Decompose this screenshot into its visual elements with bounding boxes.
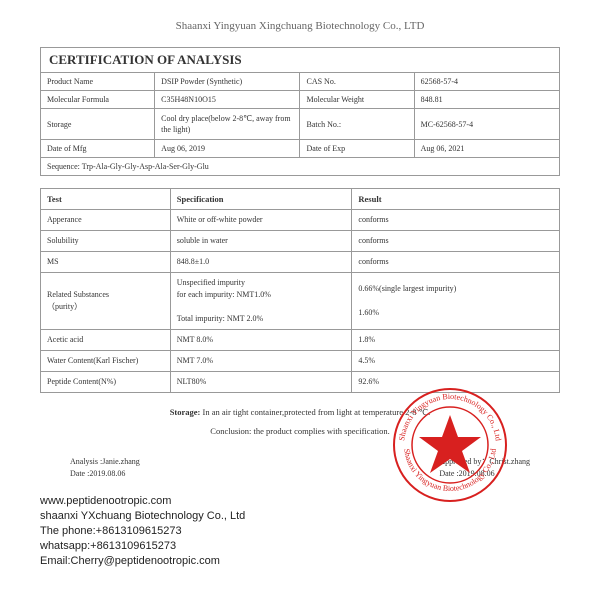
cell-label: Batch No.:	[300, 109, 414, 140]
contact-whatsapp: whatsapp:+8613109615273	[40, 539, 560, 554]
analysis-date: Date :2019.08.06	[70, 468, 140, 480]
table-row: Storage Cool dry place(below 2-8℃, away …	[41, 109, 560, 140]
table-row: Date of Mfg Aug 06, 2019 Date of Exp Aug…	[41, 140, 560, 158]
cell-label: CAS No.	[300, 73, 414, 91]
table-row: ApperanceWhite or off-white powderconfor…	[41, 210, 560, 231]
cell: NMT 7.0%	[170, 351, 352, 372]
conclusion: Conclusion: the product complies with sp…	[40, 426, 560, 436]
cell: Related Substances （purity）	[41, 273, 171, 330]
cell: 0.66%(single largest impurity) 1.60%	[352, 273, 560, 330]
storage-text: In an air tight container,protected from…	[200, 407, 430, 417]
cell: 848.8±1.0	[170, 252, 352, 273]
table-row: Peptide Content(N%)NLT80%92.6%	[41, 372, 560, 393]
company-header: Shaanxi Yingyuan Xingchuang Biotechnolog…	[40, 20, 560, 32]
sequence-row: Sequence: Trp-Ala-Gly-Gly-Asp-Ala-Ser-Gl…	[41, 158, 560, 176]
cell-value: C35H48N10O15	[155, 91, 300, 109]
cell-value: 62568-57-4	[414, 73, 559, 91]
cell: Water Content(Karl Fischer)	[41, 351, 171, 372]
cell-label: Storage	[41, 109, 155, 140]
cell: NMT 8.0%	[170, 330, 352, 351]
cell-value: Cool dry place(below 2-8℃, away from the…	[155, 109, 300, 140]
cell: Apperance	[41, 210, 171, 231]
approved-date: Date :2019.08.06	[439, 468, 530, 480]
cell: soluble in water	[170, 231, 352, 252]
cell: conforms	[352, 210, 560, 231]
table-row: Product Name DSIP Powder (Synthetic) CAS…	[41, 73, 560, 91]
stamp-icon: Shaanxi Yingyuan Biotechnology Co., Ltd …	[390, 385, 510, 505]
table-row: MS848.8±1.0conforms	[41, 252, 560, 273]
cell-label: Molecular Weight	[300, 91, 414, 109]
cell: conforms	[352, 252, 560, 273]
sequence-cell: Sequence: Trp-Ala-Gly-Gly-Asp-Ala-Ser-Gl…	[41, 158, 560, 176]
cell: conforms	[352, 231, 560, 252]
sign-right: Approved by：Christ.zhang Date :2019.08.0…	[439, 456, 530, 480]
contact-block: www.peptidenootropic.com shaanxi YXchuan…	[40, 494, 560, 568]
cell: Unspecified impurity for each impurity: …	[170, 273, 352, 330]
cell: Peptide Content(N%)	[41, 372, 171, 393]
table-row: Water Content(Karl Fischer)NMT 7.0%4.5%	[41, 351, 560, 372]
signature-row: Analysis :Janie.zhang Date :2019.08.06 A…	[40, 456, 560, 480]
cell: White or off-white powder	[170, 210, 352, 231]
table-row: Solubilitysoluble in waterconforms	[41, 231, 560, 252]
cell: 92.6%	[352, 372, 560, 393]
cell-value: Aug 06, 2019	[155, 140, 300, 158]
approved-by: Approved by：Christ.zhang	[439, 456, 530, 468]
col-result: Result	[352, 189, 560, 210]
analysis-by: Analysis :Janie.zhang	[70, 456, 140, 468]
contact-phone: The phone:+8613109615273	[40, 524, 560, 539]
table-header-row: Test Specification Result	[41, 189, 560, 210]
cell-value: 848.81	[414, 91, 559, 109]
cell-label: Date of Exp	[300, 140, 414, 158]
sign-left: Analysis :Janie.zhang Date :2019.08.06	[70, 456, 140, 480]
table-row: Acetic acidNMT 8.0%1.8%	[41, 330, 560, 351]
cell-value: DSIP Powder (Synthetic)	[155, 73, 300, 91]
cell-label: Product Name	[41, 73, 155, 91]
cell: Acetic acid	[41, 330, 171, 351]
cell-value: Aug 06, 2021	[414, 140, 559, 158]
table-row: Molecular Formula C35H48N10O15 Molecular…	[41, 91, 560, 109]
contact-web: www.peptidenootropic.com	[40, 494, 560, 509]
contact-email: Email:Cherry@peptidenootropic.com	[40, 554, 560, 569]
cell-label: Date of Mfg	[41, 140, 155, 158]
cell: 4.5%	[352, 351, 560, 372]
spec-table: Test Specification Result ApperanceWhite…	[40, 188, 560, 393]
cert-title: CERTIFICATION OF ANALYSIS	[40, 47, 560, 72]
contact-company: shaanxi YXchuang Biotechnology Co., Ltd	[40, 509, 560, 524]
cell: Solubility	[41, 231, 171, 252]
table-row: Related Substances （purity）Unspecified i…	[41, 273, 560, 330]
cell: MS	[41, 252, 171, 273]
cell: 1.8%	[352, 330, 560, 351]
cell-label: Molecular Formula	[41, 91, 155, 109]
info-table: Product Name DSIP Powder (Synthetic) CAS…	[40, 72, 560, 176]
col-test: Test	[41, 189, 171, 210]
col-spec: Specification	[170, 189, 352, 210]
storage-line: Storage: In an air tight container,prote…	[40, 407, 560, 418]
cell: NLT80%	[170, 372, 352, 393]
storage-label: Storage:	[170, 407, 201, 417]
cell-value: MC-62568-57-4	[414, 109, 559, 140]
